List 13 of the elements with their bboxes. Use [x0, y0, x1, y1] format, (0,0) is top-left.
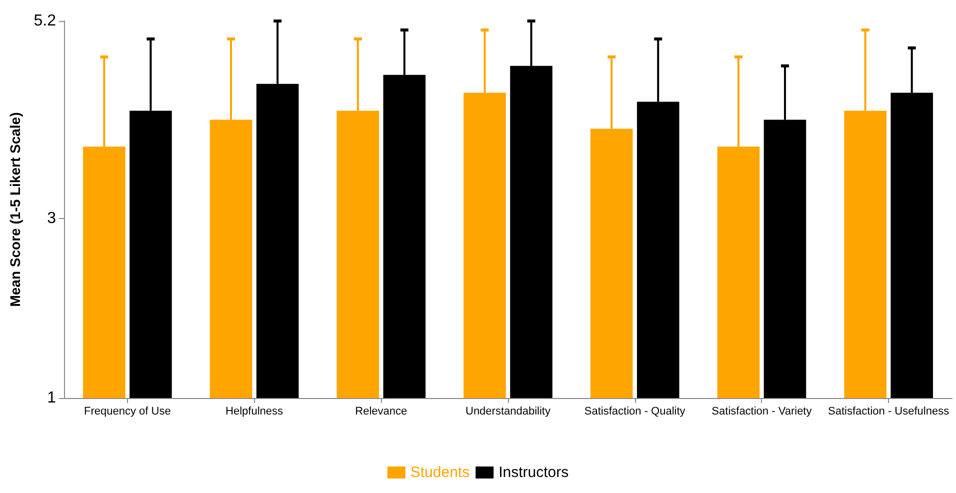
x-tick-label: Understandability: [466, 406, 551, 418]
y-axis-title: Mean Score (1-5 Likert Scale): [7, 112, 23, 307]
y-tick-label: 5.2: [34, 12, 56, 30]
legend-label: Instructors: [498, 464, 569, 481]
y-tick-label: 1: [47, 390, 56, 406]
x-tick-label: Satisfaction - Quality: [584, 406, 686, 418]
x-tick-label: Satisfaction - Variety: [712, 406, 812, 418]
x-tick-label: Frequency of Use: [84, 406, 171, 418]
y-tick-label: 3: [47, 210, 56, 227]
legend-label: Students: [410, 464, 470, 481]
x-tick-label: Relevance: [355, 406, 408, 418]
x-tick-label: Helpfulness: [226, 406, 284, 418]
x-tick-label: Satisfaction - Usefulness: [828, 406, 950, 418]
